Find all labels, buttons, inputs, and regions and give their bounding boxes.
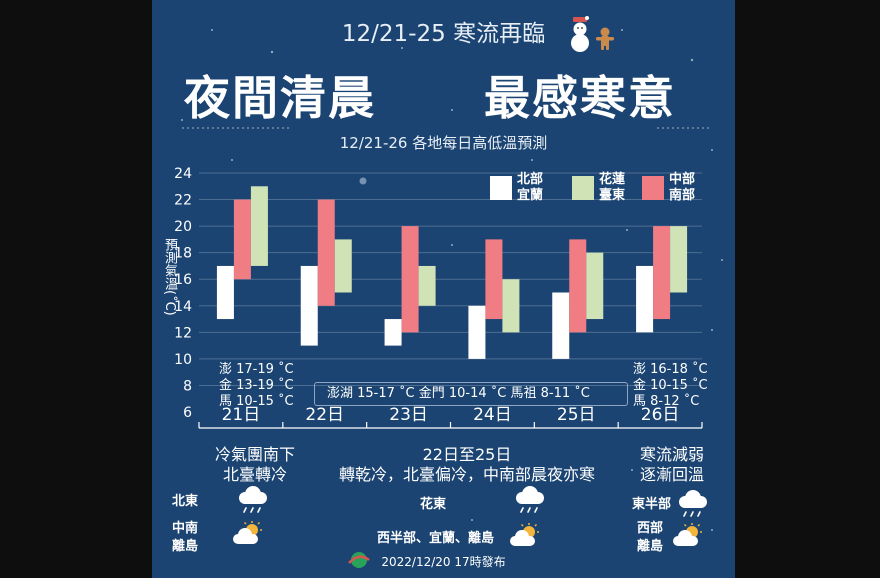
bar-north xyxy=(468,305,486,359)
sun-cloud-icon xyxy=(672,522,703,547)
bar-central-south xyxy=(569,239,587,333)
y-tick-label: 24 xyxy=(174,166,192,182)
weather-label-right-east: 東半部 xyxy=(632,497,672,512)
bar-north xyxy=(216,265,234,320)
x-tick-label: 22日 xyxy=(305,405,344,425)
sun-cloud-icon xyxy=(232,520,263,545)
weather-label-left-south: 中南 離島 xyxy=(172,521,199,554)
y-tick-label: 10 xyxy=(174,352,192,368)
legend-swatch-east xyxy=(572,176,594,200)
y-tick-label: 6 xyxy=(183,405,192,421)
bar-central-south xyxy=(317,199,335,306)
bar-east xyxy=(502,279,520,333)
legend-label-north: 北部 宜蘭 xyxy=(517,172,544,203)
y-axis-label: 預測氣溫(˚C) xyxy=(162,238,177,316)
headline-right: 最感寒意 xyxy=(484,71,676,125)
description-day26: 寒流減弱 逐漸回溫 xyxy=(639,445,704,484)
y-tick-label: 12 xyxy=(174,325,192,341)
bar-north xyxy=(552,292,570,359)
snowman-icon xyxy=(571,16,589,52)
bar-central-south xyxy=(653,226,671,320)
bar-north xyxy=(384,319,402,346)
bar-east xyxy=(250,186,268,266)
cwb-logo-icon xyxy=(348,552,370,568)
weather-label-left-north-east: 北東 xyxy=(172,494,199,509)
poster: 12/21-25 寒流再臨 夜間清晨 最感寒意 12/21-26 各地每日高低溫… xyxy=(152,0,735,578)
rain-cloud-icon xyxy=(678,489,708,517)
headline-left: 夜間清晨 xyxy=(184,71,376,125)
weather-label-right-west: 西部 離島 xyxy=(637,521,664,554)
bar-east xyxy=(418,265,436,306)
chart-subtitle: 12/21-26 各地每日高低溫預測 xyxy=(339,134,548,152)
x-tick-label: 25日 xyxy=(557,405,596,425)
legend-label-east: 花蓮 臺東 xyxy=(599,172,626,203)
bar-east xyxy=(586,252,604,320)
bar-north xyxy=(300,265,318,346)
x-tick-label: 21日 xyxy=(222,405,261,425)
snowman-decoration xyxy=(571,16,614,52)
bar-central-south xyxy=(233,199,251,280)
x-tick-label: 26日 xyxy=(641,405,680,425)
islands-note-day26: 澎 16-18 ˚C 金 10-15 ˚C 馬 8-12 ˚C xyxy=(633,362,708,409)
y-tick-label: 14 xyxy=(174,299,192,315)
islands-note-middle: 澎湖 15-17 ˚C 金門 10-14 ˚C 馬祖 8-11 ˚C xyxy=(314,382,628,406)
rain-cloud-icon xyxy=(238,485,268,513)
islands-note-day21: 澎 17-19 ˚C 金 13-19 ˚C 馬 10-15 ˚C xyxy=(219,362,294,409)
weather-label-mid-east: 花東 xyxy=(420,497,447,512)
bar-east xyxy=(670,226,688,293)
bar-north xyxy=(636,265,654,333)
y-tick-label: 16 xyxy=(174,272,192,288)
description-mid: 22日至25日 轉乾冷，北臺偏冷，中南部晨夜亦寒 xyxy=(338,445,595,484)
x-tick-label: 24日 xyxy=(473,405,512,425)
bar-central-south xyxy=(401,226,419,333)
gingerbread-icon xyxy=(596,27,614,50)
legend-label-central-south: 中部 南部 xyxy=(669,172,696,203)
temperature-range-chart: 6 8 10 12 14 16 18 20 22 24 21日 22日 23日 24日 25日 26日 xyxy=(174,166,703,429)
legend-swatch-central-south xyxy=(642,176,664,200)
bar-east xyxy=(334,239,352,293)
publish-footer: 2022/12/20 17時發布 xyxy=(381,555,506,569)
legend-swatch-north xyxy=(490,176,512,200)
weather-icons-layer xyxy=(232,485,708,568)
y-tick-label: 22 xyxy=(174,193,192,209)
top-title: 12/21-25 寒流再臨 xyxy=(341,21,546,47)
rain-cloud-icon xyxy=(515,485,545,513)
starry-background xyxy=(171,29,723,541)
bar-central-south xyxy=(485,239,503,320)
y-tick-label: 8 xyxy=(183,378,192,394)
description-day21: 冷氣團南下 北臺轉冷 xyxy=(214,445,295,484)
weather-label-mid-west: 西半部、宜蘭、離島 xyxy=(377,531,495,546)
y-tick-label: 18 xyxy=(174,246,192,262)
sun-cloud-icon xyxy=(509,522,540,547)
y-tick-label: 20 xyxy=(174,219,192,235)
x-tick-label: 23日 xyxy=(389,405,428,425)
